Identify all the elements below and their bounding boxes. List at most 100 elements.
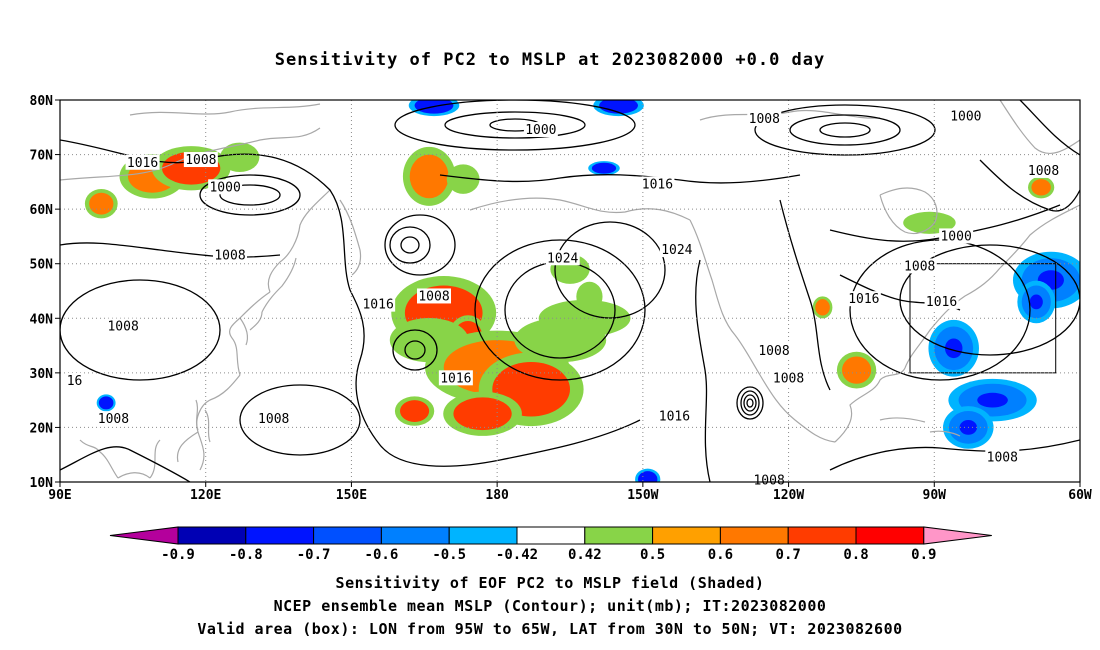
colorbar-swatch [245,526,315,545]
positive-sensitivity-core [910,214,949,231]
colorbar-label: -0.5 [432,547,466,563]
negative-sensitivity-core [599,100,638,114]
positive-sensitivity-core [815,299,830,316]
contour-label-halo [213,247,247,263]
contour-label-halo [747,111,782,127]
contour-label-halo [948,108,983,124]
contour-label-halo [752,472,787,488]
contour-label: 1008 [1028,164,1059,179]
map-frame [59,99,1081,483]
lon-tick-label: 90E [48,488,71,503]
negative-sensitivity-core [591,162,617,174]
lat-tick-label: 50N [30,258,54,273]
contour-label: 1016 [127,156,158,171]
contour-label-halo [846,291,881,307]
contour-label: 1008 [758,344,789,359]
valid-area-rect [909,263,1057,374]
lon-tick-label: 90W [923,488,947,503]
contour-label: 1000 [950,109,981,124]
contour-label-halo [924,293,959,309]
coastlines [60,100,1080,479]
lat-tick-label: 60N [30,203,54,218]
positive-sensitivity-core [451,168,476,191]
sensitivity-shading [84,100,1080,482]
contour-label: 1016 [440,371,471,386]
contour-label-halo [208,179,243,195]
contour-label: 16 [67,374,83,389]
lon-tick-label: 150W [627,488,658,503]
contour-label-halo [96,411,131,427]
contour-label-halo [523,122,558,138]
contour-label: 1000 [940,229,971,244]
contour-label-halo [985,449,1020,465]
contour-label: 1008 [214,249,245,264]
colorbar-label: 0.42 [568,547,602,563]
lat-tick-label: 30N [30,367,54,382]
contour-label: 1016 [642,178,673,193]
contour-label: 1008 [185,153,216,168]
colorbar-swatch [380,526,450,545]
contour-label-halo [183,152,218,168]
colorbar-swatch [855,526,925,545]
contour-label-halo [361,296,396,312]
contour-label-halo [545,250,580,266]
contour-label: 1008 [418,289,449,304]
colorbar: -0.9 -0.8 -0.7 -0.6 -0.5 -0.42 0.42 0.5 0.6 0.7 0.… [109,526,992,563]
contour-label: 1016 [848,292,879,307]
negative-sensitivity-peak [977,392,1008,408]
lon-tick-label: 60W [1068,488,1092,503]
contour-label-halo [256,411,291,427]
positive-sensitivity-core [842,356,872,384]
positive-sensitivity-peak [513,376,549,402]
footer-line-3: Valid area (box): LON from 95W to 65W, L… [197,620,903,638]
contour-label-halo [757,343,791,359]
colorbar-high-arrow [923,526,992,545]
lat-tick-label: 70N [30,149,54,164]
axes: 10N 20N 30N 40N 50N 60N 70N 80N 90E 120E 150E 180 15… [30,94,1092,503]
contour-label-halo [657,408,692,424]
colorbar-swatch [719,526,789,545]
negative-sensitivity-peak [1029,294,1043,310]
positive-sensitivity-core [579,285,600,308]
contour-label-halo [65,373,84,389]
lon-tick-label: 150E [336,488,367,503]
footer-line-2: NCEP ensemble mean MSLP (Contour); unit(… [273,597,827,615]
positive-sensitivity-core [1031,179,1051,196]
lat-tick-label: 40N [30,312,54,327]
contour-label: 1008 [987,450,1018,465]
lon-tick-label: 120E [190,488,221,503]
colorbar-swatch [448,526,518,545]
contour-label-halo [106,318,141,334]
colorbar-low-arrow [109,526,179,545]
contour-label: 1024 [661,243,692,258]
contour-label: 1024 [547,251,578,266]
contour-label: 1008 [749,112,780,127]
contour-label-halo [125,154,160,170]
map-title: Sensitivity of PC2 to MSLP at 2023082000… [274,50,826,70]
footer-line-1: Sensitivity of EOF PC2 to MSLP field (Sh… [335,574,765,592]
contour-label: 1008 [258,412,289,427]
lat-tick-label: 20N [30,421,54,436]
positive-sensitivity-core [409,154,449,199]
contour-label-halo [902,258,937,274]
contour-label: 1008 [904,259,935,274]
colorbar-label: -0.6 [365,547,399,563]
contour-label: 1008 [98,412,129,427]
colorbar-label: 0.7 [776,547,801,563]
lon-tick-label: 120W [773,488,804,503]
negative-sensitivity-core [98,396,114,410]
positive-sensitivity-core [225,146,255,169]
contour-label-halo [1026,162,1061,178]
colorbar-label: -0.7 [297,547,331,563]
positive-sensitivity-peak [469,406,496,422]
contour-label: 1000 [209,180,240,195]
colorbar-label: -0.9 [161,547,195,563]
lon-tick-label: 180 [485,488,509,503]
contour-label-halo [939,228,974,244]
colorbar-swatch [584,526,654,545]
colorbar-label: -0.42 [496,547,538,563]
contour-label-halo [438,370,473,386]
contour-label: 1016 [926,295,957,310]
negative-sensitivity-core [638,471,658,482]
